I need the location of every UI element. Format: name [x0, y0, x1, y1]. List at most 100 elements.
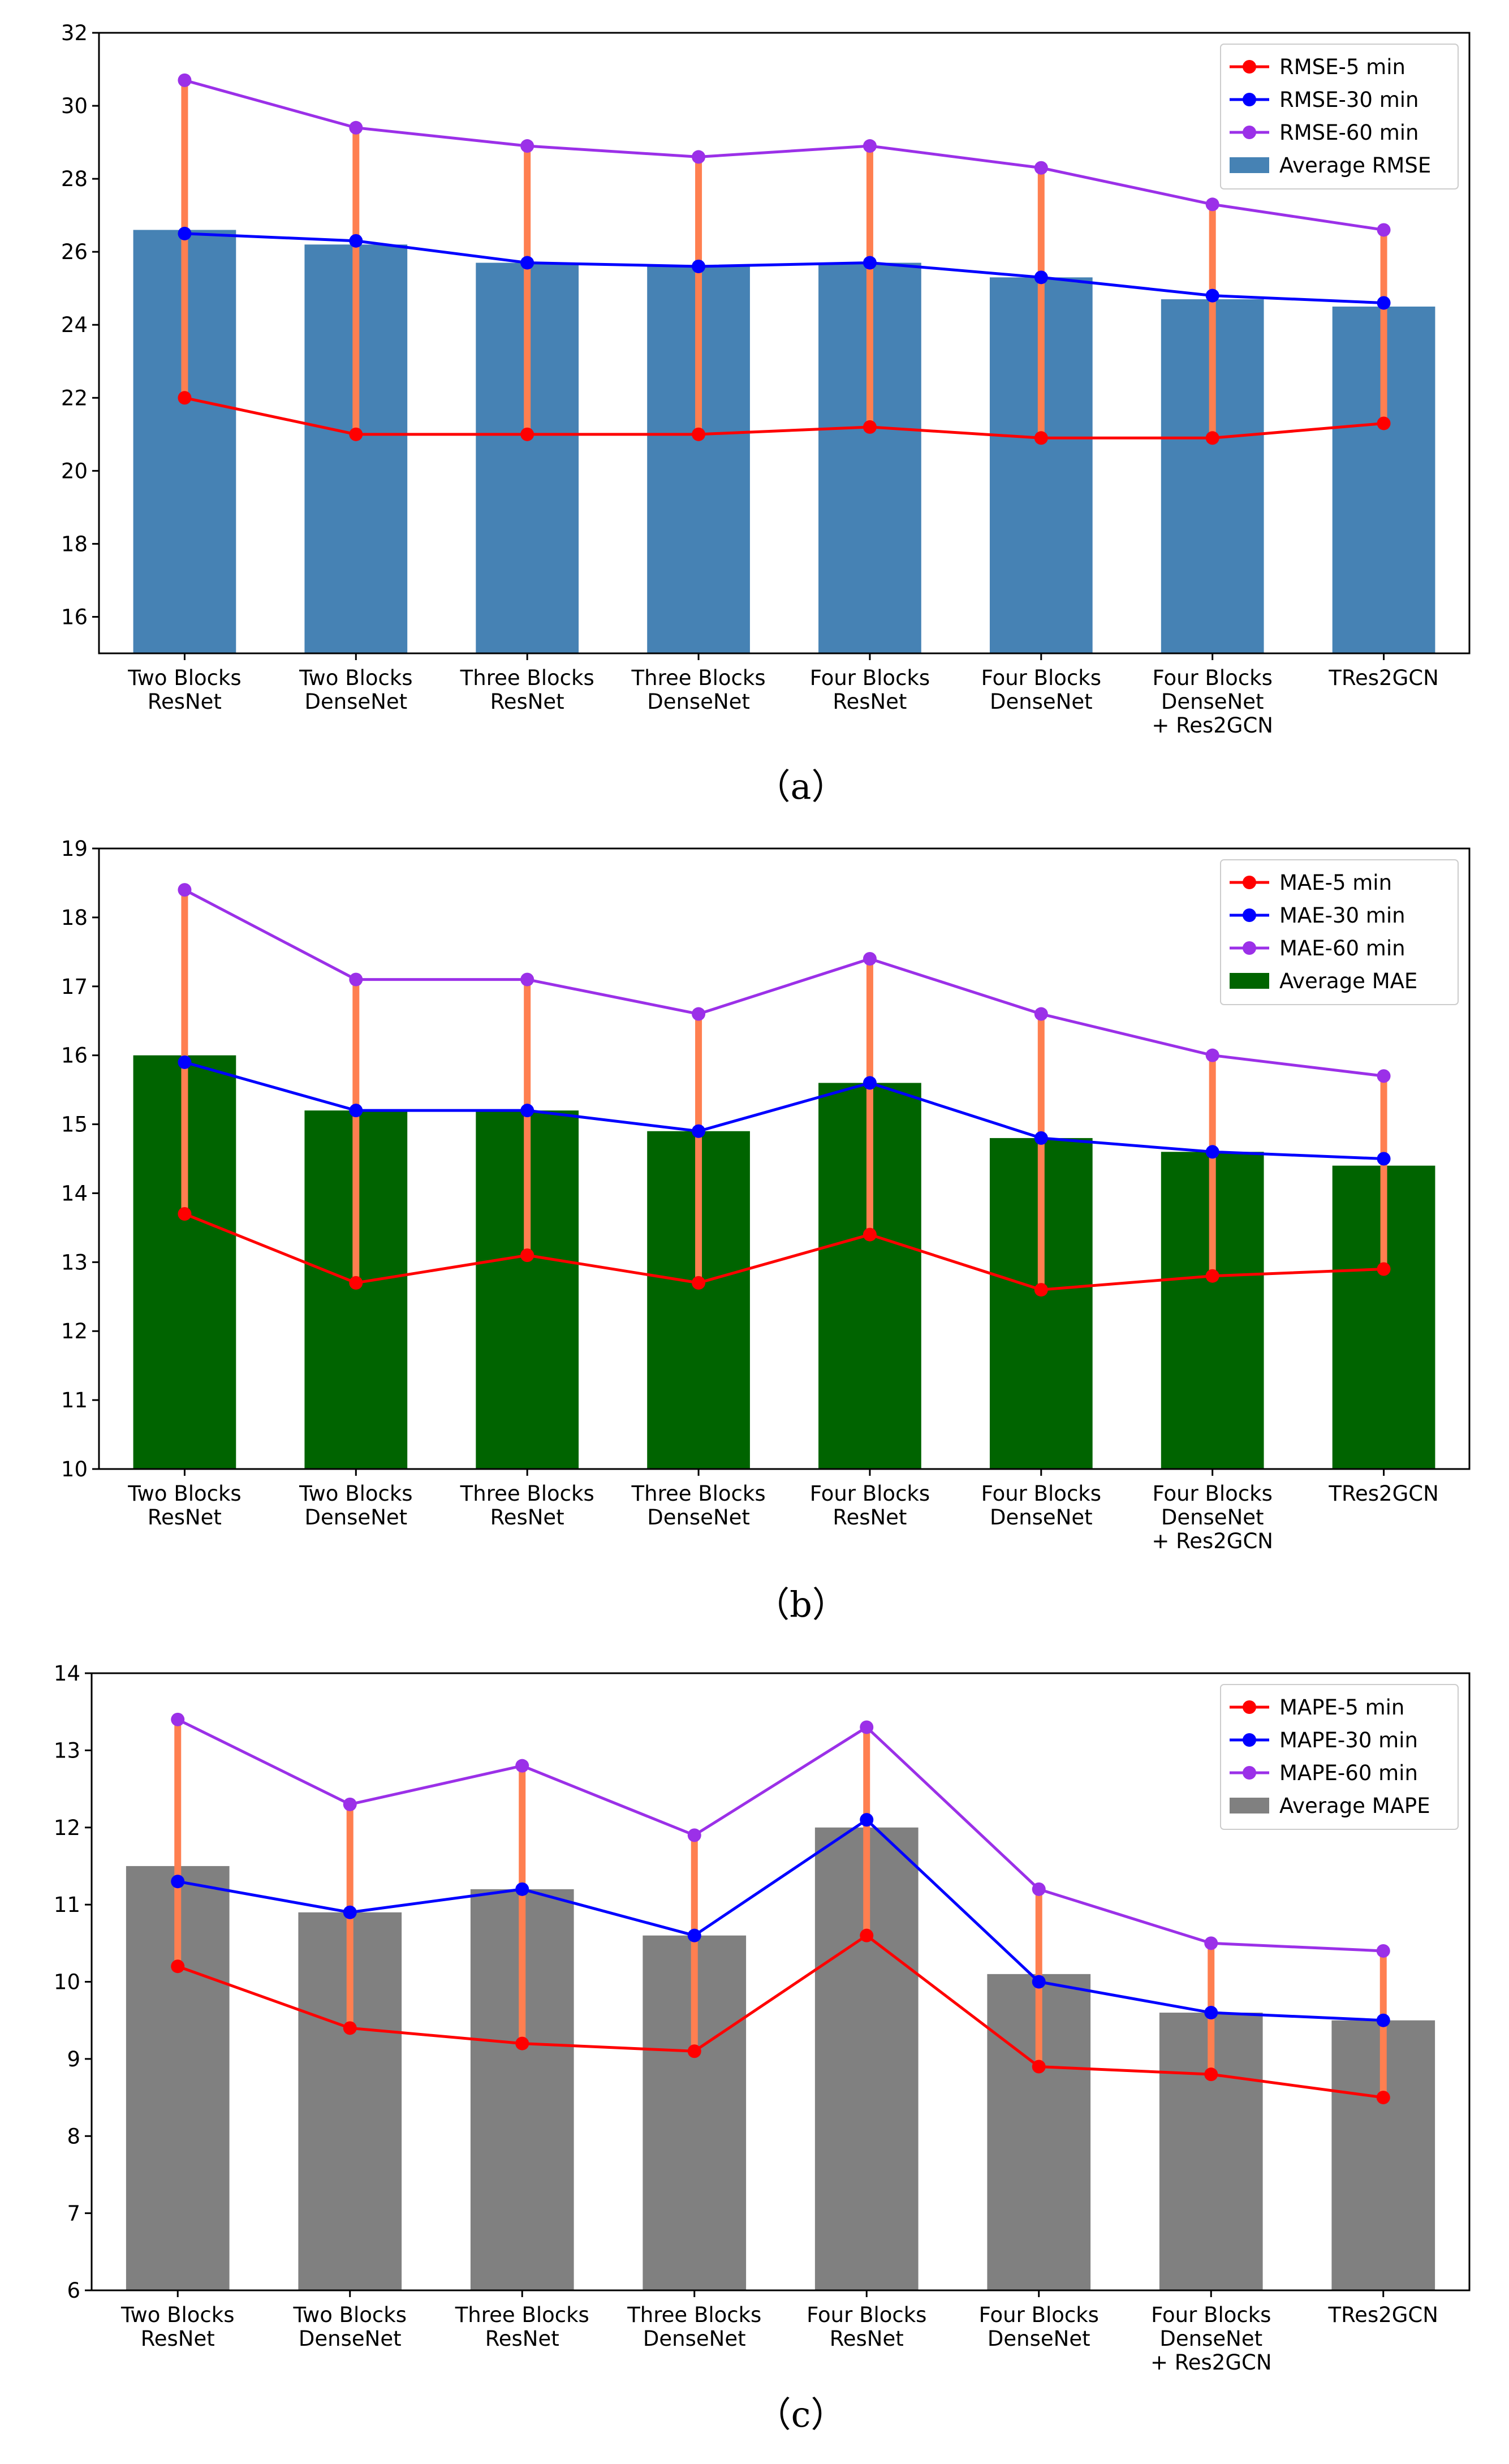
point-a-series-1-2: [520, 256, 534, 270]
legend-marker-a-2: [1243, 126, 1256, 139]
ytick-label-c-2: 8: [67, 2124, 80, 2148]
point-b-series-2-3: [692, 1007, 706, 1021]
point-a-series-2-7: [1377, 223, 1391, 237]
line-a-series-0: [184, 396, 1384, 440]
line-c-series-2: [177, 1718, 1383, 1953]
xtick-label-a-4: Four Blocks ResNet: [810, 666, 930, 714]
point-c-series-0-6: [1204, 2067, 1218, 2082]
line-b-series-2: [184, 888, 1384, 1078]
xtick-label-b-5: Four Blocks DenseNet: [981, 1481, 1101, 1530]
point-a-series-2-5: [1034, 161, 1048, 175]
xtick-label-c-6: Four Blocks DenseNet + Res2GCN: [1150, 2303, 1272, 2375]
legend-label-c-0: MAPE-5 min: [1279, 1695, 1404, 1720]
ytick-label-a-0: 16: [61, 605, 88, 629]
point-b-series-2-1: [349, 972, 363, 987]
xtick-label-a-7: TRes2GCN: [1328, 666, 1438, 690]
point-a-series-0-4: [863, 420, 877, 434]
point-a-series-1-3: [692, 259, 706, 273]
legend-marker-c-1: [1243, 1733, 1256, 1747]
point-a-series-1-0: [178, 226, 192, 240]
xtick-label-a-3: Three Blocks DenseNet: [631, 666, 766, 714]
point-b-series-2-2: [520, 972, 534, 987]
point-b-series-0-6: [1205, 1269, 1219, 1283]
ytick-label-b-3: 13: [61, 1250, 88, 1274]
ytick-label-c-6: 12: [54, 1816, 80, 1840]
point-a-series-1-4: [863, 256, 877, 270]
legend-marker-b-0: [1243, 876, 1256, 889]
legend-label-c-bar: Average MAPE: [1279, 1794, 1430, 1818]
xtick-label-b-3: Three Blocks DenseNet: [631, 1481, 766, 1530]
xtick-label-a-1: Two Blocks DenseNet: [299, 666, 412, 714]
legend-swatch-c-bar: [1230, 1798, 1269, 1813]
point-a-series-2-0: [178, 73, 192, 87]
point-c-series-2-4: [860, 1720, 874, 1734]
point-b-series-2-7: [1377, 1069, 1391, 1083]
point-c-series-1-6: [1204, 2006, 1218, 2020]
line-b-series-1: [184, 1061, 1384, 1160]
point-b-series-1-0: [178, 1055, 192, 1069]
caption-c: （c）: [756, 2394, 846, 2435]
point-b-series-2-6: [1205, 1048, 1219, 1062]
line-a-series-1: [184, 232, 1384, 305]
legend-marker-b-2: [1243, 941, 1256, 955]
point-c-series-2-2: [515, 1759, 529, 1773]
ytick-label-b-7: 17: [61, 975, 88, 999]
point-b-series-2-5: [1034, 1007, 1048, 1021]
point-b-series-2-4: [863, 952, 877, 966]
point-a-series-2-4: [863, 139, 877, 153]
point-a-series-0-2: [520, 427, 534, 441]
point-c-series-0-5: [1032, 2060, 1046, 2074]
xtick-label-c-7: TRes2GCN: [1328, 2303, 1438, 2327]
ytick-label-b-5: 15: [61, 1113, 88, 1137]
ytick-label-a-6: 28: [61, 167, 88, 191]
legend-marker-a-1: [1243, 93, 1256, 106]
point-c-series-0-2: [515, 2036, 529, 2051]
point-a-series-2-2: [520, 139, 534, 153]
xtick-label-b-6: Four Blocks DenseNet + Res2GCN: [1152, 1481, 1273, 1553]
ytick-label-c-5: 11: [54, 1893, 80, 1917]
ytick-label-c-4: 10: [54, 1970, 80, 1995]
legend-label-a-2: RMSE-60 min: [1279, 120, 1419, 145]
line-c-series-0: [177, 1933, 1384, 2099]
point-a-series-0-3: [692, 427, 706, 441]
ytick-label-a-7: 30: [61, 94, 88, 118]
xtick-label-c-0: Two Blocks ResNet: [120, 2303, 234, 2351]
ytick-label-b-2: 12: [61, 1319, 88, 1343]
ytick-label-b-1: 11: [61, 1388, 88, 1412]
point-c-series-2-3: [687, 1828, 701, 1842]
point-c-series-2-6: [1204, 1936, 1218, 1950]
point-c-series-0-1: [343, 2021, 357, 2035]
legend-b: MAE-5 min MAE-30 min MAE-60 min Average MAE: [1220, 859, 1459, 1005]
ytick-label-c-0: 6: [67, 2278, 80, 2303]
ytick-label-b-0: 10: [61, 1457, 88, 1481]
point-c-series-1-1: [343, 1905, 357, 1919]
panel-b-mae: 10 11 12 13 14 15 16 17 18 19 Two Blocks ResNet Two …: [61, 837, 1471, 1553]
point-c-series-0-0: [171, 1959, 185, 1974]
xtick-label-a-6: Four Blocks DenseNet + Res2GCN: [1152, 666, 1273, 738]
point-c-series-0-3: [687, 2044, 701, 2058]
plot-frame-a: [98, 32, 1471, 654]
ytick-label-c-8: 14: [54, 1661, 80, 1686]
point-a-series-1-1: [349, 234, 363, 248]
legend-label-c-2: MAPE-60 min: [1279, 1761, 1418, 1785]
point-c-series-0-7: [1376, 2091, 1390, 2105]
point-b-series-1-7: [1377, 1152, 1391, 1166]
xtick-label-c-1: Two Blocks DenseNet: [293, 2303, 407, 2351]
ytick-label-c-1: 7: [67, 2202, 80, 2226]
point-a-series-0-6: [1205, 431, 1219, 445]
legend-c: MAPE-5 min MAPE-30 min MAPE-60 min Average …: [1220, 1684, 1459, 1830]
legend-box-b: [1220, 859, 1459, 1005]
point-b-series-0-1: [349, 1276, 363, 1290]
ytick-label-b-8: 18: [61, 906, 88, 930]
legend-swatch-b-bar: [1230, 973, 1269, 989]
line-b-series-0: [184, 1212, 1384, 1291]
ytick-label-a-2: 20: [61, 459, 88, 483]
xtick-label-b-2: Three Blocks ResNet: [460, 1481, 594, 1530]
legend-label-b-0: MAE-5 min: [1279, 871, 1392, 895]
legend-box-a: [1220, 44, 1459, 189]
xtick-label-b-7: TRes2GCN: [1328, 1481, 1438, 1506]
xtick-label-c-4: Four Blocks ResNet: [807, 2303, 926, 2351]
caption-a: （a）: [756, 766, 847, 807]
ytick-label-b-9: 19: [61, 837, 88, 861]
legend-marker-a-0: [1243, 60, 1256, 74]
